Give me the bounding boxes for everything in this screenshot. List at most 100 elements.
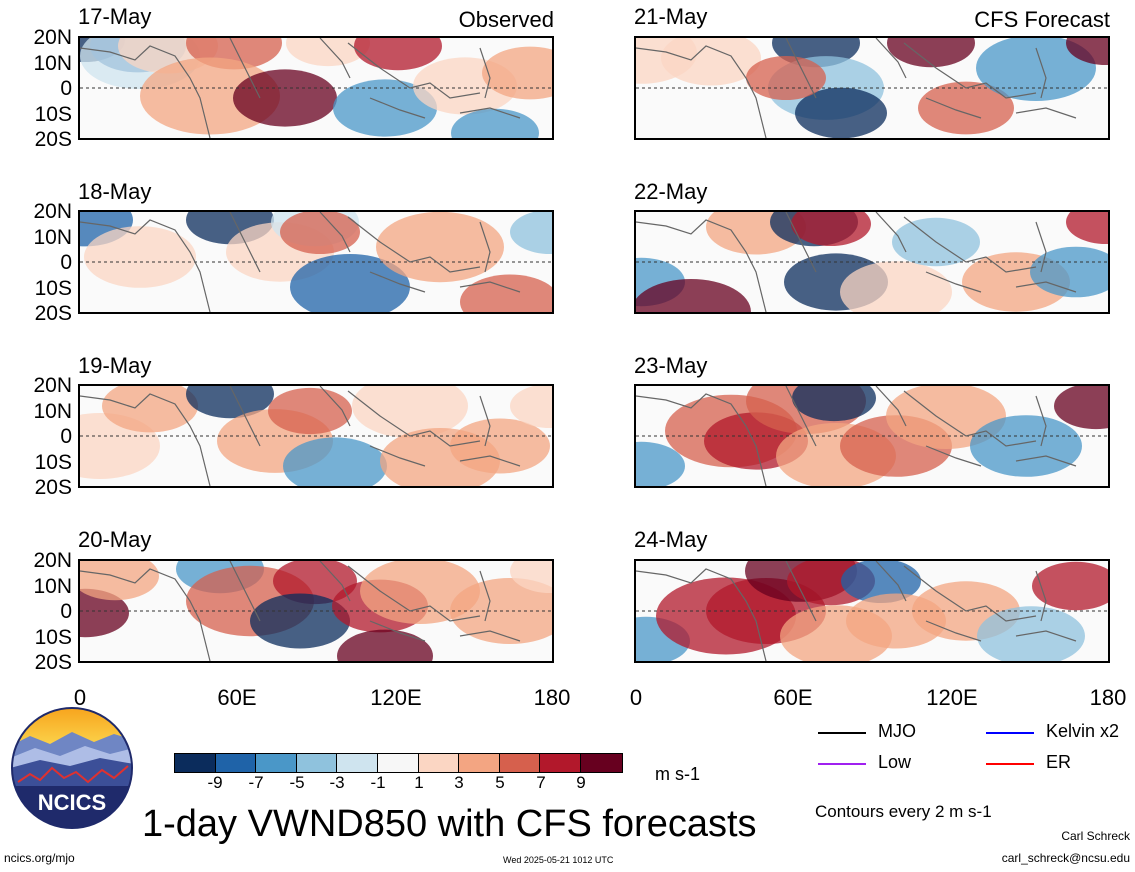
field-blob bbox=[376, 212, 504, 283]
footer-timestamp: Wed 2025-05-21 1012 UTC bbox=[503, 855, 614, 865]
lon-label: 120E bbox=[370, 685, 422, 710]
footer-url: ncics.org/mjo bbox=[4, 851, 75, 865]
lon-label: 60E bbox=[217, 685, 257, 710]
colorbar-tick: -5 bbox=[289, 773, 305, 792]
field-blob bbox=[918, 81, 1014, 135]
colorbar-swatch bbox=[337, 754, 378, 772]
vwnd-field bbox=[80, 212, 552, 312]
field-blob bbox=[510, 561, 552, 593]
lat-label: 20S bbox=[34, 128, 72, 151]
lat-label: 20S bbox=[34, 651, 72, 674]
contour-note: Contours every 2 m s-1 bbox=[815, 802, 992, 821]
field-blob bbox=[976, 38, 1096, 101]
field-blob bbox=[360, 561, 480, 624]
coastline bbox=[636, 386, 1077, 486]
field-blob bbox=[273, 561, 357, 605]
panel-date: 24-May bbox=[634, 527, 708, 552]
colorbar-swatch bbox=[215, 754, 257, 772]
footer-email: carl_schreck@ncsu.edu bbox=[1001, 851, 1130, 865]
field-blob bbox=[636, 441, 685, 486]
lat-label: 10N bbox=[33, 575, 72, 598]
lat-label: 0 bbox=[60, 600, 72, 623]
vwnd-field bbox=[636, 38, 1108, 138]
field-blob bbox=[283, 437, 387, 486]
field-blob bbox=[795, 87, 887, 138]
legend-label: ER bbox=[1046, 752, 1072, 772]
vwnd-map bbox=[634, 210, 1110, 314]
lat-label: 20S bbox=[34, 302, 72, 325]
observed-label: Observed bbox=[458, 7, 554, 32]
field-blob bbox=[233, 69, 337, 127]
field-blob bbox=[80, 588, 129, 638]
field-blob bbox=[337, 629, 433, 661]
colorbar-swatch bbox=[256, 754, 297, 772]
lat-label: 10S bbox=[34, 626, 72, 649]
lat-label: 10N bbox=[33, 226, 72, 249]
coastline bbox=[636, 561, 1077, 661]
field-blob bbox=[268, 387, 352, 435]
field-blob bbox=[450, 418, 550, 474]
vwnd-map bbox=[78, 36, 554, 140]
lat-label: 10S bbox=[34, 103, 72, 126]
field-blob bbox=[1054, 386, 1108, 430]
lat-label: 10S bbox=[34, 451, 72, 474]
field-blob bbox=[791, 212, 871, 246]
colorbar bbox=[174, 753, 623, 773]
panel-date: 22-May bbox=[634, 179, 708, 204]
lat-label: 20N bbox=[33, 374, 72, 397]
field-blob bbox=[460, 274, 552, 312]
legend-label: Kelvin x2 bbox=[1046, 721, 1120, 741]
legend-label: MJO bbox=[878, 721, 916, 741]
vwnd-field bbox=[636, 561, 1108, 661]
colorbar-tick: -3 bbox=[329, 773, 345, 792]
colorbar-swatch bbox=[459, 754, 500, 772]
vwnd-field bbox=[80, 38, 552, 138]
vwnd-map bbox=[634, 384, 1110, 488]
field-blob bbox=[636, 279, 751, 312]
colorbar-tick: -9 bbox=[207, 773, 223, 792]
field-blob bbox=[290, 254, 410, 312]
lon-label: 0 bbox=[73, 685, 87, 710]
lon-label: 0 bbox=[629, 685, 643, 710]
field-blob bbox=[887, 38, 975, 68]
field-blob bbox=[510, 386, 552, 428]
vwnd-map bbox=[78, 210, 554, 314]
vwnd-map bbox=[634, 559, 1110, 663]
field-blob bbox=[746, 56, 826, 100]
lon-label: 180 bbox=[533, 685, 571, 710]
panel-date: 18-May bbox=[78, 179, 152, 204]
logo-text: NCICS bbox=[38, 790, 106, 815]
field-blob bbox=[250, 593, 350, 649]
legend-line-er bbox=[986, 763, 1034, 765]
lat-label: 20N bbox=[33, 200, 72, 223]
panel-date: 21-May bbox=[634, 4, 708, 29]
vwnd-map bbox=[78, 559, 554, 663]
field-blob bbox=[84, 226, 196, 288]
forecast-label: CFS Forecast bbox=[974, 7, 1110, 32]
colorbar-swatch bbox=[580, 754, 622, 772]
colorbar-tick: 1 bbox=[414, 773, 424, 792]
colorbar-swatch bbox=[175, 754, 216, 772]
coastline bbox=[80, 561, 521, 661]
colorbar-swatch bbox=[540, 754, 581, 772]
vwnd-map bbox=[634, 36, 1110, 140]
panel-date: 20-May bbox=[78, 527, 152, 552]
legend-line-kelvin bbox=[986, 732, 1034, 734]
lat-label: 0 bbox=[60, 425, 72, 448]
field-blob bbox=[661, 38, 761, 86]
lon-label: 60E bbox=[773, 685, 813, 710]
field-blob bbox=[451, 108, 539, 138]
vwnd-map bbox=[78, 384, 554, 488]
colorbar-tick: -7 bbox=[248, 773, 264, 792]
field-blob bbox=[970, 415, 1082, 477]
coastline bbox=[80, 38, 521, 138]
lon-label: 180 bbox=[1089, 685, 1127, 710]
legend-line-mjo bbox=[818, 732, 866, 734]
vwnd-field bbox=[636, 212, 1108, 312]
coastline bbox=[636, 212, 1077, 312]
footer-author: Carl Schreck bbox=[1061, 829, 1130, 843]
field-blob bbox=[1066, 212, 1108, 244]
lat-label: 10N bbox=[33, 400, 72, 423]
legend-line-low bbox=[818, 763, 866, 765]
field-blob bbox=[280, 212, 360, 254]
